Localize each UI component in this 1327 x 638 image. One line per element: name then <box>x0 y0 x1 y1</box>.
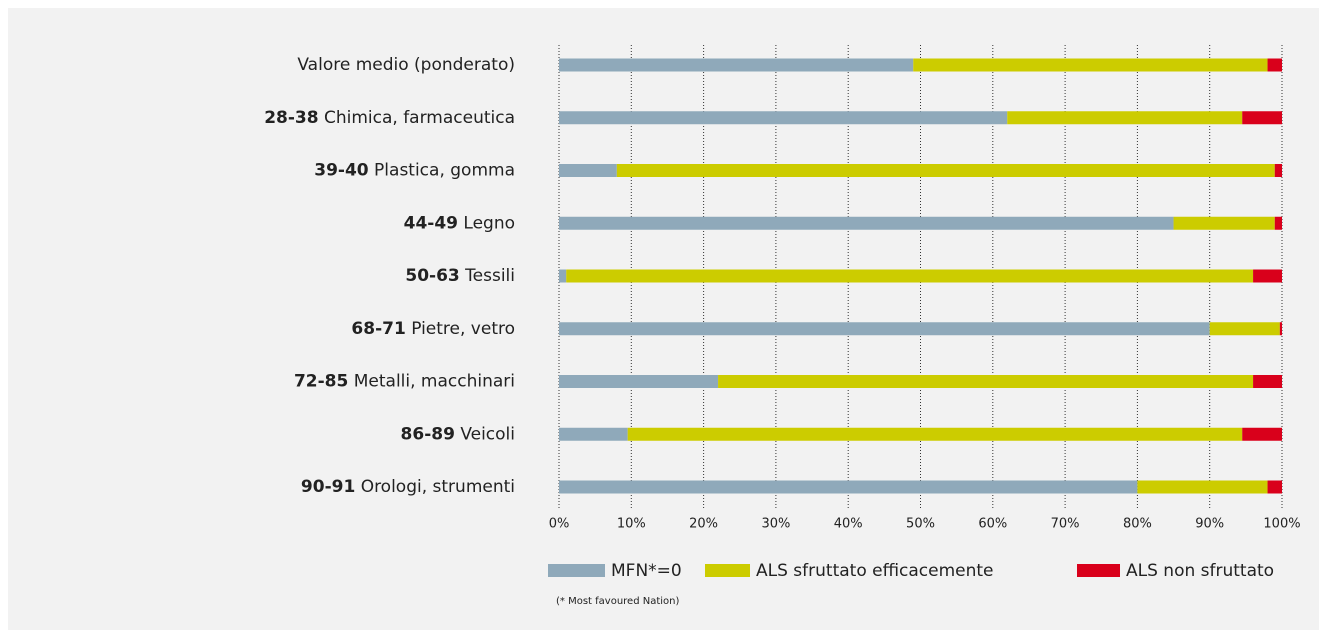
legend-swatch <box>705 564 750 577</box>
bar-segment <box>1173 216 1275 230</box>
bar-segment <box>559 58 914 72</box>
bar-segment <box>559 164 617 177</box>
bar-segment <box>1267 480 1282 494</box>
x-tick-label: 30% <box>761 517 790 532</box>
x-tick-label: 20% <box>689 517 718 532</box>
category-name: Chimica, farmaceutica <box>324 108 515 128</box>
category-code: 50-63 <box>405 266 459 286</box>
category-name: Tessili <box>464 266 515 286</box>
bar-segment <box>913 58 1268 72</box>
category-code: 44-49 <box>404 213 458 233</box>
bar-segment <box>1279 322 1282 336</box>
legend-label: ALS sfruttato efficacemente <box>756 561 994 581</box>
category-name: Pietre, vetro <box>411 319 515 339</box>
legend-label: ALS non sfruttato <box>1126 561 1274 581</box>
category-label: 50-63 Tessili <box>405 266 515 286</box>
bar-segment <box>1137 480 1268 494</box>
bar-segment <box>1274 216 1282 230</box>
bar-segment <box>1253 375 1282 388</box>
bar-segment <box>559 480 1138 494</box>
x-tick-label: 80% <box>1123 517 1152 532</box>
category-label: 86-89 Veicoli <box>401 424 515 444</box>
category-name: Veicoli <box>460 424 515 444</box>
bar-segment <box>1267 58 1282 72</box>
bar-segment <box>1007 111 1243 125</box>
bar-segment <box>559 216 1174 230</box>
category-label: 68-71 Pietre, vetro <box>351 319 515 339</box>
bar-segment <box>559 375 719 388</box>
background <box>8 8 1319 630</box>
bar-segment <box>559 427 628 441</box>
category-code: 68-71 <box>351 319 405 339</box>
legend-swatch <box>548 564 605 577</box>
category-code: 86-89 <box>401 424 455 444</box>
category-name: Metalli, macchinari <box>354 372 515 392</box>
x-tick-label: 100% <box>1263 517 1300 532</box>
category-name: Legno <box>463 213 515 233</box>
bar-segment <box>616 164 1275 177</box>
bar-segment <box>1242 427 1282 441</box>
category-name: Valore medio (ponderato) <box>297 55 515 75</box>
category-code: 90-91 <box>301 477 355 497</box>
category-code: 39-40 <box>314 161 369 181</box>
bar-segment <box>1209 322 1280 336</box>
legend-label: MFN*=0 <box>611 561 682 581</box>
bar-segment <box>627 427 1243 441</box>
category-label: Valore medio (ponderato) <box>297 55 515 75</box>
category-label: 44-49 Legno <box>404 213 515 233</box>
bar-segment <box>1253 269 1282 283</box>
x-tick-label: 10% <box>617 517 646 532</box>
bar-segment <box>559 111 1008 125</box>
category-code: 72-85 <box>294 372 348 392</box>
bar-segment <box>559 322 1210 336</box>
category-label: 72-85 Metalli, macchinari <box>294 372 515 392</box>
category-label: 39-40 Plastica, gomma <box>314 161 515 181</box>
category-label: 28-38 Chimica, farmaceutica <box>264 108 515 128</box>
x-tick-label: 40% <box>834 517 863 532</box>
bar-segment <box>1274 164 1282 177</box>
x-tick-label: 90% <box>1195 517 1224 532</box>
bar-segment <box>559 269 567 283</box>
bar-segment <box>718 375 1254 388</box>
bar-segment <box>1242 111 1282 125</box>
legend-swatch <box>1077 564 1120 577</box>
x-tick-label: 60% <box>978 517 1007 532</box>
category-name: Plastica, gomma <box>374 161 515 181</box>
x-tick-label: 70% <box>1051 517 1080 532</box>
x-tick-label: 50% <box>906 517 935 532</box>
category-label: 90-91 Orologi, strumenti <box>301 477 515 497</box>
category-code: 28-38 <box>264 108 318 128</box>
footnote: (* Most favoured Nation) <box>556 596 679 607</box>
bar-segment <box>566 269 1254 283</box>
x-tick-label: 0% <box>549 517 570 532</box>
category-name: Orologi, strumenti <box>361 477 515 497</box>
